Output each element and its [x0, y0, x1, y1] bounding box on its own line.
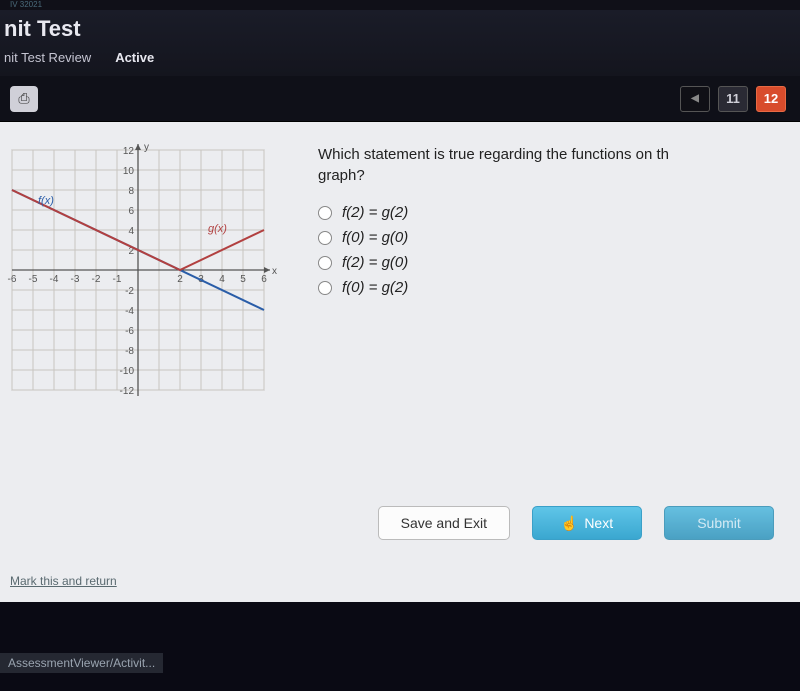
- svg-text:6: 6: [261, 274, 267, 285]
- radio-icon: [318, 256, 332, 270]
- option-label: f(2) = g(0): [342, 254, 408, 271]
- svg-text:-6: -6: [125, 326, 134, 337]
- question-text: Which statement is true regarding the fu…: [318, 144, 800, 186]
- option-a[interactable]: f(2) = g(2): [318, 204, 800, 221]
- svg-text:-3: -3: [71, 274, 80, 285]
- page-nav: ◀ 11 12: [680, 86, 786, 112]
- next-button[interactable]: ☝ Next: [532, 506, 642, 540]
- content: -6 -5 -4 -3 -2 -1 2 3 4 5 6 12 10 8: [0, 122, 800, 602]
- gx-label: g(x): [208, 223, 227, 235]
- svg-text:-5: -5: [29, 274, 38, 285]
- svg-text:-12: -12: [120, 386, 135, 397]
- y-tick-labels: 12 10 8 6 4 2 -2 -4 -6 -8 -10 -12: [120, 146, 135, 397]
- option-c[interactable]: f(2) = g(0): [318, 254, 800, 271]
- option-label: f(0) = g(2): [342, 279, 408, 296]
- tab-review[interactable]: nit Test Review: [4, 50, 91, 65]
- svg-text:-10: -10: [120, 366, 135, 377]
- radio-icon: [318, 281, 332, 295]
- radio-icon: [318, 206, 332, 220]
- svg-text:-1: -1: [113, 274, 122, 285]
- option-d[interactable]: f(0) = g(2): [318, 279, 800, 296]
- option-b[interactable]: f(0) = g(0): [318, 229, 800, 246]
- svg-text:4: 4: [128, 226, 134, 237]
- svg-text:-4: -4: [50, 274, 59, 285]
- option-label: f(2) = g(2): [342, 204, 408, 221]
- svg-text:5: 5: [240, 274, 246, 285]
- bottom-bar: Save and Exit ☝ Next Submit: [0, 506, 800, 540]
- save-exit-button[interactable]: Save and Exit: [378, 506, 510, 540]
- page-11-button[interactable]: 11: [718, 86, 748, 112]
- svg-text:-2: -2: [125, 286, 134, 297]
- radio-icon: [318, 231, 332, 245]
- option-label: f(0) = g(0): [342, 229, 408, 246]
- footer-path: AssessmentViewer/Activit...: [0, 653, 163, 673]
- print-icon: ⎙: [18, 90, 29, 107]
- x-axis-label: x: [272, 266, 277, 277]
- fx-label: f(x): [38, 195, 54, 207]
- function-graph: -6 -5 -4 -3 -2 -1 2 3 4 5 6 12 10 8: [0, 140, 290, 408]
- prev-arrow-button[interactable]: ◀: [680, 86, 710, 112]
- question-line-2: graph?: [318, 167, 365, 184]
- page-12-button[interactable]: 12: [756, 86, 786, 112]
- mark-return-link[interactable]: Mark this and return: [10, 574, 117, 588]
- svg-text:6: 6: [128, 206, 134, 217]
- cursor-icon: ☝: [561, 515, 578, 532]
- page-title: nit Test: [0, 16, 800, 42]
- svg-text:-4: -4: [125, 306, 134, 317]
- header: nit Test nit Test Review Active: [0, 10, 800, 76]
- submit-button[interactable]: Submit: [664, 506, 774, 540]
- svg-text:2: 2: [177, 274, 183, 285]
- svg-text:-2: -2: [92, 274, 101, 285]
- toolbar: ⎙ ◀ 11 12: [0, 76, 800, 122]
- answer-options: f(2) = g(2) f(0) = g(0) f(2) = g(0) f(0)…: [318, 204, 800, 296]
- top-strip: IV 32021: [0, 0, 800, 10]
- svg-text:4: 4: [219, 274, 225, 285]
- next-label: Next: [584, 515, 613, 531]
- tab-active[interactable]: Active: [115, 50, 154, 65]
- print-button[interactable]: ⎙: [10, 86, 38, 112]
- svg-text:-6: -6: [8, 274, 17, 285]
- header-tabs: nit Test Review Active: [0, 50, 800, 65]
- svg-text:8: 8: [128, 186, 134, 197]
- svg-text:-8: -8: [125, 346, 134, 357]
- svg-text:12: 12: [123, 146, 135, 157]
- y-axis-label: y: [144, 142, 149, 153]
- question-line-1: Which statement is true regarding the fu…: [318, 146, 669, 163]
- svg-text:10: 10: [123, 166, 135, 177]
